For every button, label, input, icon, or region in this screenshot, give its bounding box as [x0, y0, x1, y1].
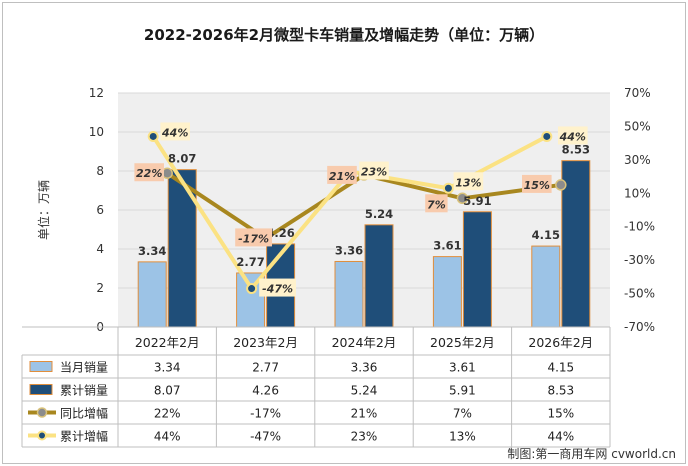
- pct-label-cumulative-bg: [160, 122, 190, 141]
- table-cell: 2.77: [252, 361, 279, 375]
- table-cell: 15%: [547, 407, 574, 421]
- point-cumulative: [147, 130, 159, 142]
- bar-label-monthly: 3.36: [335, 243, 363, 257]
- legend-swatch-cumulative: [29, 384, 53, 395]
- point-cumulative: [541, 130, 553, 142]
- bar-label-monthly: 2.77: [236, 255, 264, 269]
- table-row-name: 累计增幅: [60, 429, 108, 444]
- pct-label-yoy-bg: [425, 194, 448, 213]
- bar-label-monthly: 3.34: [138, 244, 166, 258]
- table-row-name: 累计销量: [60, 384, 108, 398]
- pct-label-cumulative-bg: [453, 172, 484, 191]
- pct-label-yoy-bg: [522, 174, 552, 193]
- pct-label-yoy: 15%: [524, 179, 550, 192]
- y-axis-label: 单位：万辆: [36, 180, 51, 240]
- table-cell: 5.24: [351, 384, 378, 398]
- table-cell: 8.07: [154, 384, 181, 398]
- legend-swatch-monthly: [29, 361, 53, 372]
- y2-tick-label: 70%: [624, 86, 651, 100]
- chart-title: 2022-2026年2月微型卡车销量及增幅走势（单位：万辆）: [144, 26, 544, 44]
- pct-label-yoy: 7%: [427, 198, 446, 211]
- pct-label-yoy: -17%: [238, 232, 269, 245]
- bar-monthly: [334, 260, 364, 328]
- bar-monthly: [432, 256, 462, 328]
- table-cell: 3.34: [154, 361, 181, 375]
- pct-label-cumulative: 44%: [161, 126, 188, 139]
- bar-monthly: [137, 261, 167, 328]
- pct-label-cumulative-bg: [259, 278, 296, 297]
- point-yoy: [456, 192, 469, 205]
- table-cell: 22%: [154, 407, 181, 421]
- bar-label-cumulative: 5.24: [365, 207, 393, 221]
- y-tick-label: 12: [89, 86, 104, 100]
- y2-tick-label: 30%: [624, 153, 651, 167]
- pct-label-cumulative-bg: [359, 161, 389, 180]
- pct-label-yoy-bg: [235, 228, 272, 247]
- pct-label-yoy: 21%: [329, 170, 355, 183]
- table-cell: 23%: [351, 430, 378, 444]
- point-cumulative: [246, 283, 258, 295]
- bar-label-cumulative: 8.07: [168, 152, 196, 166]
- bar-monthly: [531, 245, 561, 328]
- y2-tick-label: -50%: [624, 287, 655, 301]
- y-tick-label: 10: [89, 125, 104, 139]
- table-row-name: 同比增幅: [60, 406, 108, 421]
- x-tick-label: 2023年2月: [233, 335, 298, 350]
- y2-tick-label: -70%: [624, 320, 655, 334]
- table-cell: -17%: [250, 407, 281, 421]
- y2-tick-label: -10%: [624, 220, 655, 234]
- table-cell: 5.91: [449, 384, 476, 398]
- table-cell: 3.36: [351, 361, 378, 375]
- table-cell: -47%: [250, 430, 281, 444]
- bar-label-monthly: 4.15: [532, 228, 560, 242]
- table-cell: 44%: [154, 430, 181, 444]
- table-cell: 21%: [351, 407, 378, 421]
- legend-marker-cumulative: [37, 430, 47, 441]
- pct-label-yoy-bg: [134, 163, 164, 182]
- y2-tick-label: 50%: [624, 119, 651, 133]
- x-tick-label: 2026年2月: [528, 335, 593, 350]
- x-tick-label: 2025年2月: [430, 335, 495, 350]
- pct-label-cumulative: 23%: [361, 166, 387, 179]
- pct-label-cumulative: -47%: [262, 283, 293, 296]
- legend-marker-yoy: [36, 407, 48, 418]
- y-tick-label: 6: [96, 203, 104, 217]
- bar-label-cumulative: 5.91: [463, 194, 491, 208]
- bar-cumulative: [561, 160, 591, 328]
- x-tick-label: 2024年2月: [332, 335, 397, 350]
- table-cell: 44%: [547, 430, 574, 444]
- y-tick-label: 2: [96, 281, 104, 295]
- x-tick-label: 2022年2月: [135, 335, 200, 350]
- bar-cumulative: [364, 224, 394, 328]
- table-cell: 7%: [453, 407, 472, 421]
- y-tick-label: 4: [96, 242, 104, 256]
- pct-label-cumulative-bg: [558, 126, 588, 145]
- bar-cumulative: [462, 211, 492, 328]
- pct-label-yoy-bg: [327, 165, 357, 184]
- y-tick-label: 8: [96, 164, 104, 178]
- point-yoy: [555, 179, 567, 191]
- table-cell: 8.53: [547, 384, 574, 398]
- y2-tick-label: -30%: [624, 253, 655, 267]
- point-cumulative: [442, 182, 454, 194]
- credit-text: 制图:第一商用车网 cvworld.cn: [507, 446, 676, 461]
- table-cell: 13%: [449, 430, 476, 444]
- table-row-name: 当月销量: [60, 361, 108, 375]
- y2-tick-label: 10%: [624, 186, 651, 200]
- table-cell: 4.15: [547, 361, 574, 375]
- pct-label-cumulative: 13%: [455, 176, 481, 189]
- pct-label-cumulative: 44%: [559, 130, 586, 143]
- bar-label-monthly: 3.61: [433, 239, 461, 253]
- table-cell: 3.61: [449, 361, 476, 375]
- table-cell: 4.26: [252, 384, 279, 398]
- bar-label-cumulative: 8.53: [562, 143, 590, 157]
- pct-label-yoy: 22%: [136, 167, 162, 180]
- bar-label-cumulative: 4.26: [266, 226, 294, 240]
